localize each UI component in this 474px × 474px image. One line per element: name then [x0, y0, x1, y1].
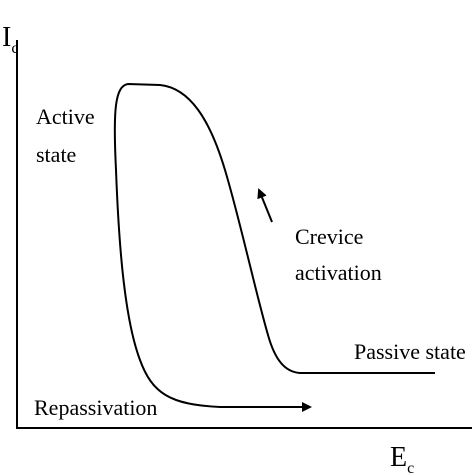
hysteresis-curve: [113, 82, 435, 412]
crevice-label: Crevice: [295, 224, 363, 249]
active-label: state: [36, 142, 76, 167]
passive-label: Passive state: [354, 339, 466, 364]
repassivation-label: Repassivation: [34, 395, 157, 420]
activation-arrow: [257, 188, 273, 223]
active-label: Active: [36, 104, 95, 129]
y-axis-label: Ic: [2, 22, 18, 57]
crevice-label: activation: [295, 260, 382, 285]
x-axis-label: Ec: [390, 442, 414, 474]
